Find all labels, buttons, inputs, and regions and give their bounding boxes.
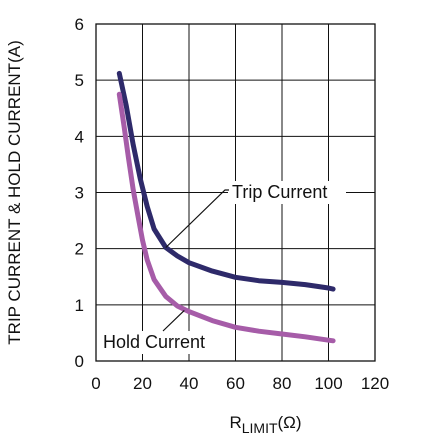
y-tick-label: 0 (75, 352, 84, 371)
trip-current-label: Trip Current (232, 182, 327, 202)
x-axis-title-subscript: LIMIT (242, 420, 278, 436)
trip-current-label-background (228, 181, 346, 204)
x-tick-label: 0 (91, 374, 100, 393)
x-axis-title-main: R (229, 413, 241, 432)
x-axis-title: RLIMIT(Ω) (229, 413, 301, 436)
y-tick-label: 5 (75, 71, 84, 90)
hold-current-label: Hold Current (103, 332, 205, 352)
y-tick-label: 6 (75, 15, 84, 34)
y-axis-title: TRIP CURRENT & HOLD CURRENT(A) (5, 40, 24, 344)
x-tick-label: 80 (273, 374, 292, 393)
series-layer (116, 70, 336, 344)
x-tick-label: 20 (133, 374, 152, 393)
x-tick-label: 60 (226, 374, 245, 393)
annotation-hold-current: Hold Current (99, 309, 225, 354)
y-tick-label: 1 (75, 296, 84, 315)
annotation-trip-current: Trip Current (165, 181, 346, 248)
x-tick-label: 120 (361, 374, 389, 393)
y-tick-label: 2 (75, 240, 84, 259)
tick-layer: 0 20 40 60 80 100 120 0 1 2 3 4 5 6 (75, 15, 390, 393)
x-axis-title-unit: (Ω) (278, 413, 302, 432)
y-tick-label: 4 (75, 127, 84, 146)
x-tick-label: 40 (180, 374, 199, 393)
y-tick-label: 3 (75, 184, 84, 203)
series-line-trip-current (116, 70, 336, 292)
hold-current-label-background (99, 331, 225, 354)
hold-current-leader-line (162, 309, 185, 332)
plot-frame (95, 23, 376, 362)
x-tick-label: 100 (314, 374, 342, 393)
trip-current-leader-line (165, 189, 229, 248)
series-line-hold-current (116, 91, 336, 344)
